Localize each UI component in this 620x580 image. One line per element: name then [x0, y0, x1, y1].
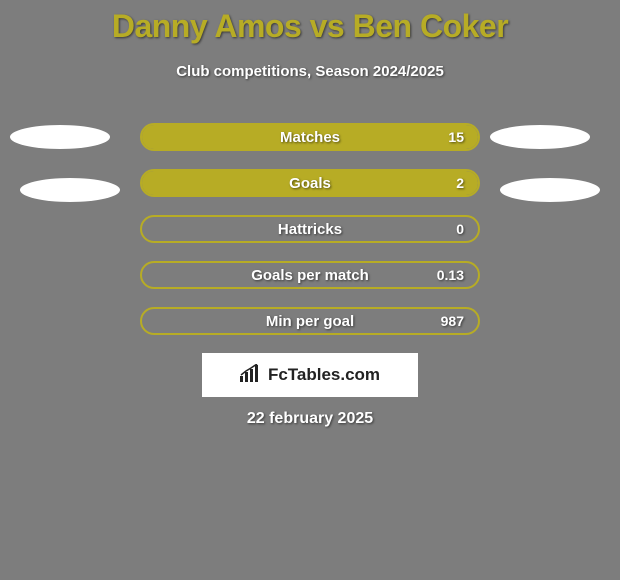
- stat-row: Min per goal987: [140, 307, 480, 335]
- stat-label: Goals per match: [142, 267, 478, 284]
- stat-value-right: 15: [448, 129, 464, 145]
- stat-row: Goals per match0.13: [140, 261, 480, 289]
- stat-value-right: 0.13: [437, 267, 464, 283]
- stat-row: Goals2: [140, 169, 480, 197]
- subtitle: Club competitions, Season 2024/2025: [0, 63, 620, 80]
- stat-value-right: 0: [456, 221, 464, 237]
- page-title: Danny Amos vs Ben Coker: [0, 8, 620, 45]
- stat-rows: Matches15 Goals2 Hattricks0 Goals per match…: [140, 123, 480, 353]
- chart-icon: [240, 364, 262, 387]
- date-line: 22 february 2025: [0, 410, 620, 428]
- logo-text: FcTables.com: [268, 365, 380, 385]
- logo-box: FcTables.com: [202, 353, 418, 397]
- stat-label: Matches: [142, 129, 478, 146]
- stat-row: Hattricks0: [140, 215, 480, 243]
- player-right-avatar-2: [500, 178, 600, 202]
- stat-label: Goals: [142, 175, 478, 192]
- player-left-avatar-1: [10, 125, 110, 149]
- stat-row: Matches15: [140, 123, 480, 151]
- stat-value-right: 2: [456, 175, 464, 191]
- stat-value-right: 987: [441, 313, 464, 329]
- player-left-avatar-2: [20, 178, 120, 202]
- stat-label: Hattricks: [142, 221, 478, 238]
- player-right-avatar-1: [490, 125, 590, 149]
- infographic-container: Danny Amos vs Ben Coker Club competition…: [0, 0, 620, 580]
- stat-label: Min per goal: [142, 313, 478, 330]
